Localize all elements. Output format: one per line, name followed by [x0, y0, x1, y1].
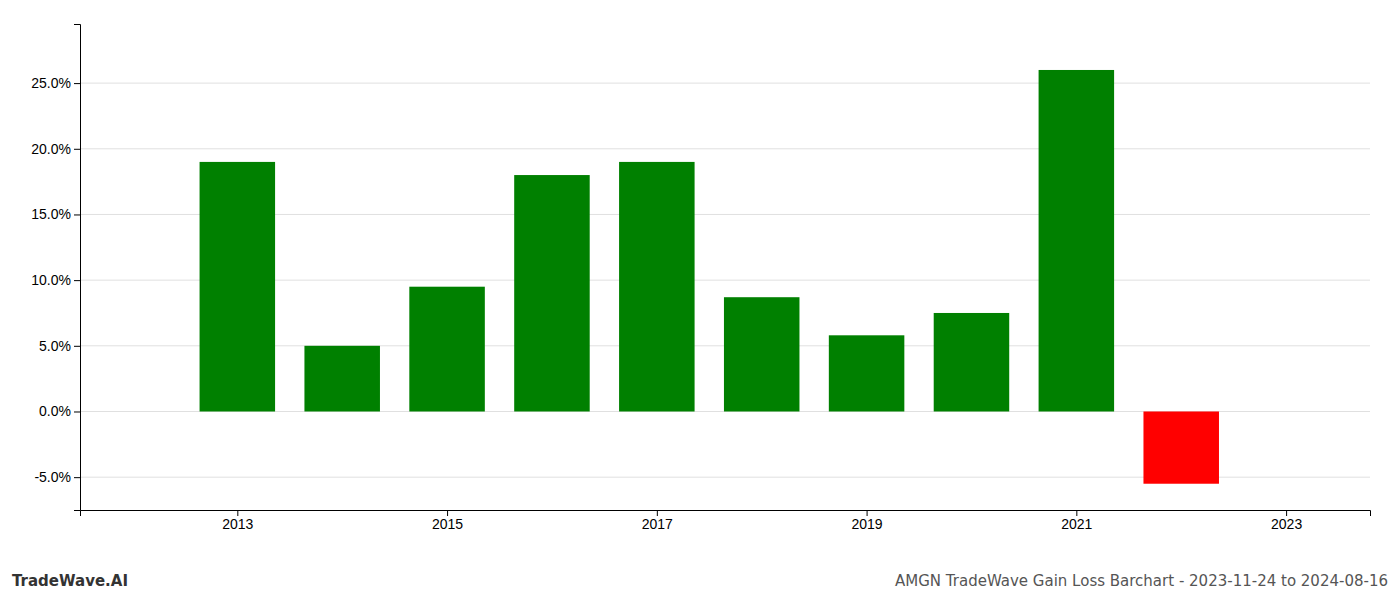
grid-line	[80, 148, 1370, 149]
x-tick: 2013	[222, 510, 253, 532]
x-tick-label: 2017	[642, 516, 673, 532]
x-tick-label: 2023	[1271, 516, 1302, 532]
bar	[934, 313, 1010, 412]
x-tick: 2017	[642, 510, 673, 532]
y-tick-label: 5.0%	[39, 338, 71, 354]
x-tick-label: 2015	[432, 516, 463, 532]
y-axis: -5.0% 0.0% 5.0% 10.0% 15.0% 20.0% 25.0%	[31, 25, 80, 511]
bar	[1143, 411, 1219, 483]
y-tick: 5.0%	[39, 338, 80, 354]
x-tick-label: 2021	[1061, 516, 1092, 532]
y-axis-line	[74, 25, 81, 511]
y-tick-mark	[74, 83, 80, 84]
y-tick-label: -5.0%	[34, 469, 71, 485]
y-tick-label: 25.0%	[31, 75, 71, 91]
y-tick: 25.0%	[31, 75, 80, 91]
y-tick-label: 20.0%	[31, 141, 71, 157]
y-tick-label: 10.0%	[31, 272, 71, 288]
y-tick: 10.0%	[31, 272, 80, 288]
y-tick: 0.0%	[39, 403, 80, 419]
x-axis: 2013 2015 2017 2019 2021 2023	[81, 510, 1371, 532]
y-tick: 20.0%	[31, 141, 80, 157]
y-tick-label: 0.0%	[39, 403, 71, 419]
bar	[514, 175, 590, 411]
y-tick-mark	[74, 346, 80, 347]
x-axis-line	[81, 511, 1371, 517]
grid-line	[80, 83, 1370, 84]
bars	[200, 70, 1219, 484]
y-tick-mark	[74, 149, 80, 150]
x-tick: 2019	[852, 510, 883, 532]
y-tick-mark	[74, 411, 80, 412]
y-tick-mark	[74, 214, 80, 215]
bar	[200, 162, 276, 412]
y-tick-mark	[74, 280, 80, 281]
x-tick: 2015	[432, 510, 463, 532]
y-tick: -5.0%	[34, 469, 80, 485]
x-tick-label: 2013	[222, 516, 253, 532]
bar	[1039, 70, 1115, 412]
watermark: TradeWave.AI	[12, 572, 128, 590]
y-tick-label: 15.0%	[31, 206, 71, 222]
plot-area: -5.0%0.0%5.0%10.0%15.0%20.0%25.0%2013201…	[31, 25, 1370, 532]
x-tick-label: 2019	[852, 516, 883, 532]
y-tick-mark	[74, 477, 80, 478]
x-tick: 2023	[1271, 510, 1302, 532]
bar	[409, 287, 485, 412]
title: AMGN TradeWave Gain Loss Barchart - 2023…	[895, 572, 1388, 590]
bar	[619, 162, 695, 412]
bar	[724, 297, 800, 411]
chart: -5.0%0.0%5.0%10.0%15.0%20.0%25.0%2013201…	[0, 0, 1400, 600]
bar	[829, 335, 905, 411]
x-tick: 2021	[1061, 510, 1092, 532]
bar	[304, 346, 380, 412]
y-tick: 15.0%	[31, 206, 80, 222]
